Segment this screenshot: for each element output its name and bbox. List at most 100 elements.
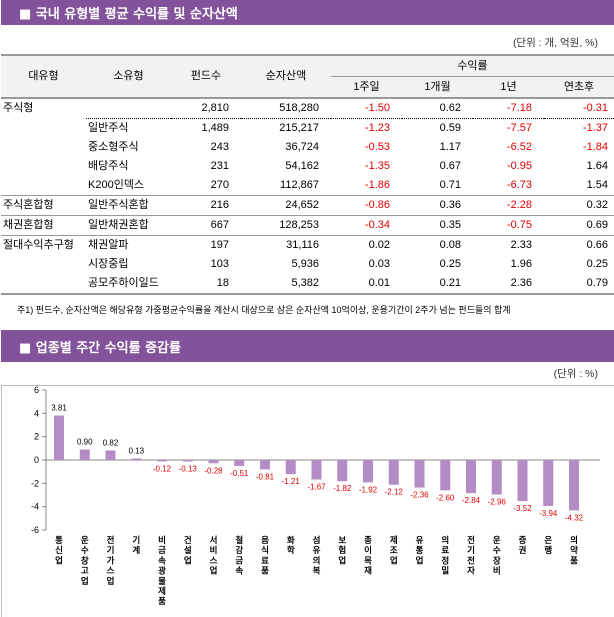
return-1w: 0.02 — [368, 239, 390, 251]
return-1w: -1.35 — [364, 160, 390, 172]
table-row: 배당주식 231 54,162 -1.35 0.67 -0.95 1.64 — [1, 157, 614, 176]
return-1w: -0.34 — [364, 219, 390, 231]
section-header-fund-returns: ■ 국내 유형별 평균 수익률 및 순자산액 — [1, 0, 614, 25]
data-label: -2.12 — [385, 488, 404, 497]
data-label: 3.81 — [51, 404, 67, 413]
net-assets: 112,867 — [280, 179, 319, 191]
fund-count: 1,489 — [201, 122, 229, 134]
table-row: K200인덱스 270 112,867 -1.86 0.71 -6.73 1.54 — [1, 176, 614, 196]
return-ytd: 1.54 — [586, 179, 608, 191]
bar — [208, 460, 219, 464]
return-ytd: 0.79 — [586, 277, 608, 289]
return-ytd: 0.32 — [586, 199, 608, 211]
data-label: -1.21 — [282, 477, 301, 486]
return-1y: -2.28 — [506, 199, 532, 211]
minor-type: 배당주식 — [88, 160, 129, 172]
minor-type: 공모주하이일드 — [88, 277, 159, 289]
return-1m: 0.25 — [439, 258, 461, 270]
return-1m: 0.59 — [439, 122, 461, 134]
bar — [414, 460, 425, 488]
bar — [440, 460, 451, 491]
bar — [182, 460, 193, 462]
fund-count: 216 — [210, 199, 229, 211]
bar — [54, 415, 64, 460]
data-label: -3.94 — [539, 509, 558, 518]
bar — [337, 460, 348, 482]
data-label: -2.84 — [462, 496, 481, 505]
footnote: 주1) 펀드수, 순자산액은 해당유형 가중평균수익률을 계산시 대상으로 삼은… — [17, 305, 511, 315]
return-ytd: -1.37 — [582, 122, 608, 134]
return-1y: 2.33 — [510, 239, 532, 251]
bar — [543, 460, 554, 506]
return-1m: 1.17 — [439, 141, 461, 153]
bar — [466, 460, 476, 494]
data-label: -2.60 — [436, 493, 455, 502]
minor-type: 일반주식혼합 — [88, 199, 149, 211]
return-1w: -1.50 — [331, 98, 402, 119]
return-ytd: 0.66 — [586, 239, 608, 251]
net-assets: 54,162 — [285, 160, 319, 172]
data-label: -0.13 — [179, 465, 198, 474]
header-funds: 펀드수 — [171, 55, 241, 98]
return-1m: 0.35 — [439, 219, 461, 231]
header-returns: 수익률 — [331, 55, 614, 77]
data-label: 0.13 — [128, 446, 144, 455]
data-label: -4.32 — [565, 513, 584, 522]
fund-count: 667 — [210, 219, 229, 231]
bar — [285, 460, 296, 475]
major-type: 채권혼합형 — [3, 219, 54, 231]
fund-count: 2,810 — [171, 98, 241, 119]
return-1w: -0.86 — [364, 199, 390, 211]
header-assets: 순자산액 — [241, 55, 331, 98]
data-label: 0.82 — [103, 438, 119, 447]
net-assets: 128,253 — [279, 219, 319, 231]
return-ytd: -1.84 — [582, 141, 608, 153]
net-assets: 36,724 — [285, 141, 319, 153]
return-1m: 0.21 — [439, 277, 461, 289]
data-label: -0.12 — [153, 464, 172, 473]
bar — [491, 460, 502, 495]
data-label: -3.52 — [513, 504, 532, 513]
chart-frame — [1, 385, 614, 617]
bar — [79, 449, 90, 460]
return-1y: -0.95 — [506, 160, 532, 172]
y-tick-label: -4 — [31, 502, 39, 512]
return-1m: 0.08 — [439, 239, 461, 251]
bar — [569, 460, 579, 511]
data-label: -0.81 — [256, 472, 275, 481]
return-ytd: 0.25 — [586, 258, 608, 270]
major-type: 주식형 — [3, 102, 34, 115]
data-label: -2.36 — [410, 491, 429, 500]
fund-count: 270 — [210, 179, 229, 191]
return-1w: 0.01 — [368, 277, 390, 289]
data-label: 0.90 — [77, 438, 93, 447]
header-1y: 1년 — [473, 76, 544, 98]
table-row: 채권혼합형 일반채권혼합 667 128,253 -0.34 0.35 -0.75 0.69 — [1, 216, 614, 236]
bar — [311, 460, 322, 480]
header-major: 대유형 — [1, 55, 86, 98]
y-tick-label: 0 — [34, 455, 39, 465]
header-minor: 소유형 — [86, 55, 171, 98]
return-1m: 0.67 — [439, 160, 461, 172]
return-ytd: -0.31 — [544, 98, 614, 119]
return-1y: -7.18 — [473, 98, 544, 119]
y-tick-label: 6 — [34, 385, 39, 395]
return-1y: -6.52 — [506, 141, 532, 153]
fund-count: 243 — [210, 141, 229, 153]
table-row: 주식혼합형 일반주식혼합 216 24,652 -0.86 0.36 -2.28 0.32 — [1, 196, 614, 216]
minor-type: 채권알파 — [88, 239, 129, 251]
y-tick-label: -2 — [31, 478, 39, 488]
